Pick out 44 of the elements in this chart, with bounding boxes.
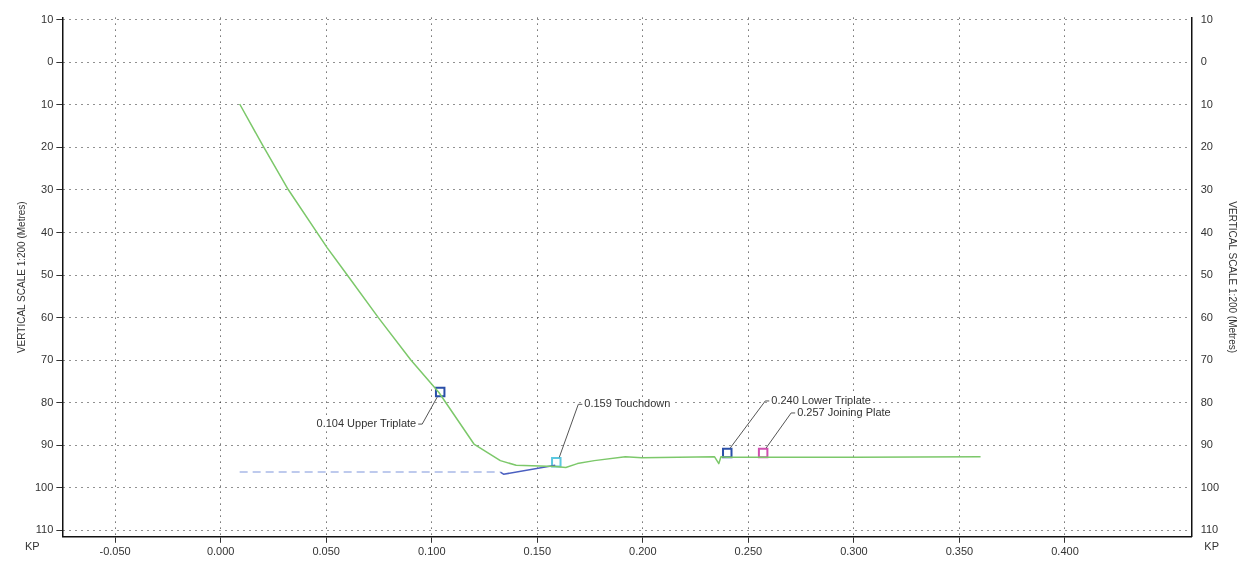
y2-tick-label: 30 — [1200, 182, 1213, 195]
y-tick-label: 110 — [35, 523, 54, 536]
x-tick-label: 0.350 — [945, 545, 974, 558]
x-tick-label: -0.050 — [99, 545, 131, 558]
y-tick-label: 10 — [41, 12, 54, 25]
x-tick-label: 0.050 — [312, 545, 340, 558]
x-tick-label: 0.200 — [629, 545, 657, 558]
y2-tick-label: 40 — [1200, 225, 1213, 238]
x-axis-title: KP — [1204, 539, 1219, 552]
y-tick-label: 60 — [41, 310, 54, 323]
y-tick-label: 50 — [41, 268, 54, 281]
y-tick-label: 0 — [47, 55, 54, 68]
annotation: 0.240 Lower Triplate — [771, 393, 871, 406]
y2-tick-label: 90 — [1200, 438, 1213, 451]
y-tick-label: 80 — [41, 395, 54, 408]
y-tick-label: 10 — [41, 97, 54, 110]
y2-tick-label: 100 — [1200, 480, 1220, 493]
y2-tick-label: 10 — [1200, 97, 1213, 110]
y2-tick-label: 110 — [1200, 523, 1219, 536]
x-tick-label: 0.100 — [417, 545, 446, 558]
annotation: 0.159 Touchdown — [584, 397, 671, 410]
y-tick-label: 40 — [41, 225, 54, 238]
x-tick-label: 0.150 — [523, 545, 552, 558]
y2-tick-label: 80 — [1200, 395, 1213, 408]
y2-tick-label: 50 — [1200, 268, 1213, 281]
y-tick-label: 90 — [41, 438, 54, 451]
text: KP — [25, 539, 40, 552]
x-tick-label: 0.000 — [206, 545, 235, 558]
annotation: 0.257 Joining Plate — [797, 405, 891, 418]
y2-tick-label: 0 — [1200, 55, 1207, 68]
x-tick-label: 0.250 — [734, 545, 763, 558]
y2-axis-title: VERTICAL SCALE 1:200 (Metres) — [1227, 201, 1239, 354]
y2-tick-label: 20 — [1200, 140, 1213, 153]
y-tick-label: 70 — [41, 353, 54, 366]
x-tick-label: 0.400 — [1051, 545, 1079, 558]
x-tick-label: 0.300 — [840, 545, 868, 558]
y2-tick-label: 10 — [1200, 12, 1213, 25]
y-tick-label: 100 — [34, 480, 54, 493]
y-tick-label: 20 — [41, 140, 54, 153]
y2-tick-label: 70 — [1200, 353, 1213, 366]
y-tick-label: 30 — [41, 182, 54, 195]
y2-tick-label: 60 — [1200, 310, 1213, 323]
y-axis-title: VERTICAL SCALE 1:200 (Metres) — [15, 201, 27, 354]
annotation: 0.104 Upper Triplate — [316, 417, 417, 430]
